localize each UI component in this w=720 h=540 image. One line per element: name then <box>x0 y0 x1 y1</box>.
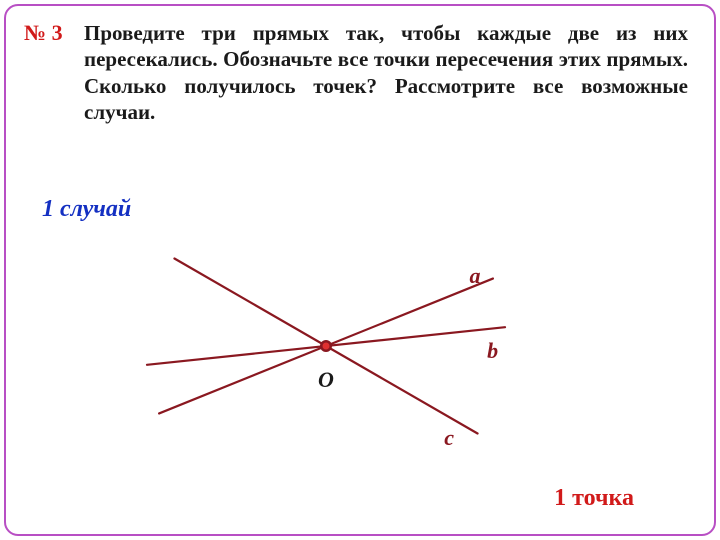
point-label-O: O <box>318 367 334 393</box>
line-label-b: b <box>487 338 498 364</box>
lines-diagram: a b c O <box>126 226 526 466</box>
card-frame: № 3 Проведите три прямых так, чтобы кажд… <box>4 4 716 536</box>
answer-text: 1 точка <box>554 485 634 512</box>
problem-number: № 3 <box>24 20 63 46</box>
point-O-inner <box>323 343 330 350</box>
case-label: 1 случай <box>42 196 131 223</box>
line-label-c: c <box>444 425 454 451</box>
problem-text: Проведите три прямых так, чтобы каждые д… <box>84 20 688 125</box>
line-label-a: a <box>470 263 481 289</box>
